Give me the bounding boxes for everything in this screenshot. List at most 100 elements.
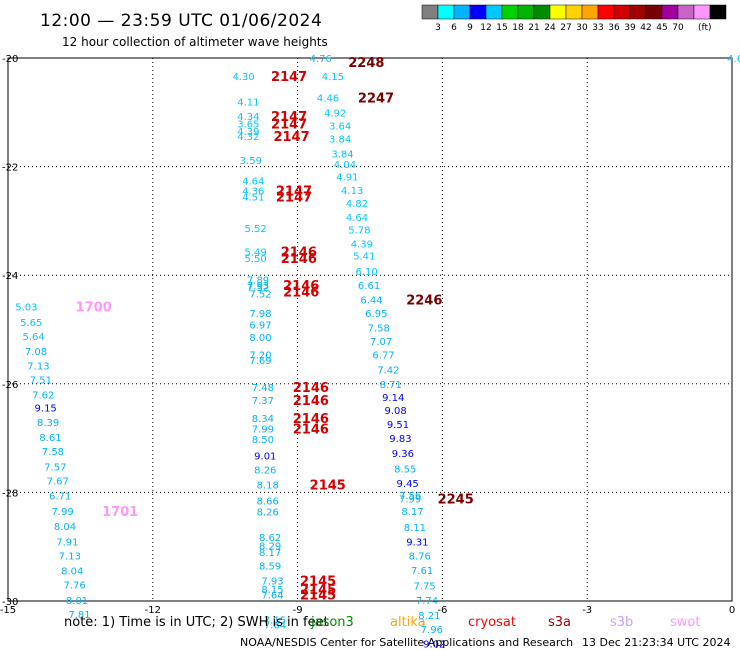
wave-height-value: 8.17	[401, 507, 423, 518]
pass-hour-label: 2145	[300, 588, 336, 603]
pass-hour-label: 2146	[293, 394, 329, 409]
pass-hour-label: 2145	[300, 583, 336, 598]
wave-height-value: 7.67	[47, 476, 69, 487]
grid-lines	[8, 58, 732, 601]
wave-height-value: 3.84	[331, 150, 353, 161]
wave-height-value: 8.26	[257, 507, 279, 518]
wave-height-value: 6.77	[372, 350, 394, 361]
wave-height-value: 7.74	[416, 596, 438, 607]
wave-height-value: 7.15	[264, 615, 286, 626]
wave-height-value: 8.62	[259, 533, 281, 544]
wave-height-value: 7.81	[68, 610, 90, 621]
wave-height-value: 7.98	[249, 309, 271, 320]
chart-subtitle: 12 hour collection of altimeter wave hei…	[62, 35, 328, 49]
wave-height-value: 6.44	[360, 296, 382, 307]
colorbar-swatch	[693, 4, 711, 20]
wave-height-value: 7.99	[252, 424, 274, 435]
pass-hour-label: 2246	[406, 294, 442, 309]
colorbar-swatch	[629, 4, 647, 20]
colorbar-label: 27	[560, 23, 571, 33]
pass-hour-label: 2147	[271, 110, 307, 125]
wave-height-value: 7.51	[30, 375, 52, 386]
colorbar-swatch	[549, 4, 567, 20]
x-tick-label: 0	[729, 605, 735, 616]
wave-height-value: 3.64	[329, 121, 351, 132]
wave-height-value: 7.07	[370, 337, 392, 348]
wave-height-value: 7.58	[368, 323, 390, 334]
colorbar-swatch	[453, 4, 471, 20]
wave-height-value: 8.26	[254, 466, 276, 477]
wave-height-value: 9.51	[387, 420, 409, 431]
wave-height-value: 7.64	[264, 620, 286, 631]
pass-hour-label: 2145	[310, 478, 346, 493]
colorbar-label: 12	[480, 23, 491, 33]
pass-hour-label: 1701	[102, 505, 138, 520]
footer-credit: NOAA/NESDIS Center for Satellite Applica…	[240, 636, 573, 649]
plot-frame	[7, 57, 733, 602]
wave-height-value: 9.15	[35, 404, 57, 415]
wave-height-value: 7.52	[247, 283, 269, 294]
satellite-legend-item: altika	[390, 615, 426, 630]
colorbar-swatch	[501, 4, 519, 20]
wave-height-value: 8.55	[394, 465, 416, 476]
wave-height-value: 8.17	[259, 548, 281, 559]
colorbar-swatch	[485, 4, 503, 20]
colorbar-swatch	[469, 4, 487, 20]
colorbar-swatch	[677, 4, 695, 20]
colorbar-swatch	[517, 4, 535, 20]
y-tick-label: -30	[2, 597, 18, 608]
colorbar-swatch	[661, 4, 679, 20]
wave-height-value: 8.39	[37, 418, 59, 429]
pass-hour-label: 2147	[271, 70, 307, 85]
wave-height-value: 7.93	[261, 576, 283, 587]
pass-hour-label: 2146	[293, 422, 329, 437]
colorbar-swatch	[565, 4, 583, 20]
pass-hour-label: 2146	[293, 412, 329, 427]
y-tick-label: -26	[2, 380, 18, 391]
colorbar-swatch	[597, 4, 615, 20]
footer-timestamp: 13 Dec 21:23:34 UTC 2024	[582, 636, 730, 649]
wave-height-value: 4.34	[237, 112, 259, 123]
wave-height-value: 4.32	[237, 132, 259, 143]
pass-hour-label: 2147	[276, 190, 312, 205]
wave-height-value: 7.91	[56, 537, 78, 548]
wave-height-value: 4.76	[310, 54, 332, 65]
axis-ticks: -15 -12 -9 -6 -3 0-20-22-24-26-28-30	[0, 54, 735, 616]
wave-height-value: 4.64	[242, 177, 264, 188]
wave-height-value: 8.71	[380, 380, 402, 391]
satellite-legend-item: cryosat	[468, 615, 516, 630]
pass-hour-label: 1700	[76, 301, 112, 316]
colorbar-swatch	[709, 4, 727, 20]
colorbar-label: 21	[528, 23, 539, 33]
wave-height-value: 3.59	[240, 156, 262, 167]
wave-height-value: 7.48	[252, 383, 274, 394]
wave-height-value: 4.11	[237, 97, 259, 108]
y-tick-label: -20	[2, 54, 18, 65]
wave-height-value: 8.59	[259, 562, 281, 573]
wave-height-value: 4.30	[232, 72, 254, 83]
x-tick-label: -6	[437, 605, 447, 616]
wave-height-value: 4.91	[336, 172, 358, 183]
wave-height-value: 8.18	[257, 480, 279, 491]
x-tick-label: -15	[0, 605, 16, 616]
wave-height-value: 7.20	[249, 350, 271, 361]
colorbar-label: 42	[640, 23, 651, 33]
pass-hour-label: 2146	[283, 279, 319, 294]
wave-height-value: 4.46	[317, 94, 339, 105]
chart-title: 12:00 — 23:59 UTC 01/06/2024	[40, 11, 322, 31]
wave-height-value: 9.02	[423, 639, 445, 650]
x-tick-label: -9	[293, 605, 303, 616]
wave-height-value: 7.42	[377, 366, 399, 377]
colorbar-swatch	[421, 4, 439, 20]
wave-height-values: 4.764.154.304.11 4.464.924.343.654.394.32…	[15, 54, 740, 650]
wave-height-value: 8.04	[61, 567, 83, 578]
wave-height-value: 7.61	[411, 566, 433, 577]
colorbar-unit: (ft)	[698, 23, 712, 33]
wave-height-value: 7.62	[32, 391, 54, 402]
colorbar-label: 3	[435, 23, 441, 33]
wave-height-value: 7.58	[42, 447, 64, 458]
wave-height-value: 7.96	[421, 625, 443, 636]
wave-height-value: 4.92	[324, 108, 346, 119]
colorbar-swatch	[533, 4, 551, 20]
pass-hour-labels: 2248214722472147214721472147214721462146…	[76, 56, 474, 604]
